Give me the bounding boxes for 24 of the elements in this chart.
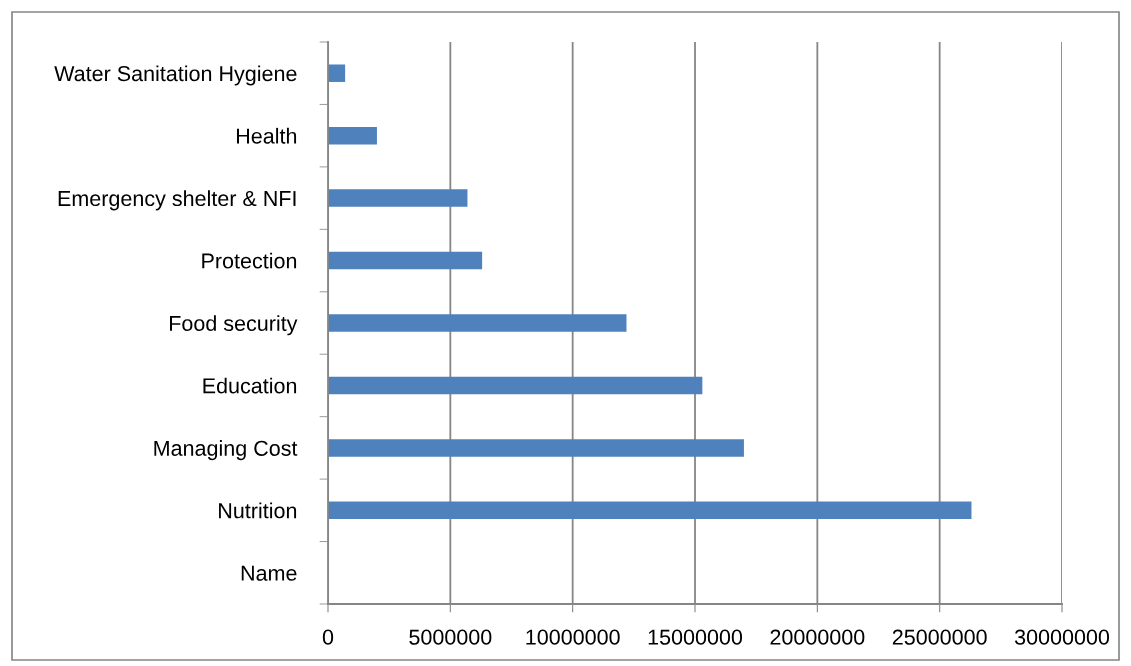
- bar: [328, 439, 744, 457]
- y-tick-label: Protection: [202, 252, 297, 269]
- x-tick-label: 25000000: [892, 629, 987, 645]
- bar: [328, 64, 346, 82]
- x-tick-label: 30000000: [1014, 629, 1110, 645]
- y-tick-label: Health: [236, 127, 297, 144]
- x-tick-label: 15000000: [648, 629, 743, 645]
- x-tick-label: 20000000: [770, 629, 865, 645]
- y-tick-label: Education: [203, 377, 297, 394]
- bar: [328, 189, 468, 207]
- x-tick-label: 10000000: [526, 629, 620, 645]
- bar: [328, 251, 483, 270]
- y-tick-label: Emergency shelter & NFI: [58, 190, 296, 211]
- bar: [328, 376, 703, 395]
- x-tick-label: 0: [322, 629, 334, 645]
- x-tick-label: 5000000: [409, 629, 492, 645]
- y-tick-label: Food security: [170, 315, 298, 336]
- bar: [328, 314, 627, 332]
- bar: [328, 501, 972, 520]
- y-tick-label: Managing Cost: [154, 440, 298, 461]
- y-tick-label: Nutrition: [219, 502, 297, 519]
- bar: [328, 126, 377, 145]
- y-tick-label: Name: [241, 565, 297, 581]
- y-tick-label: Water Sanitation Hygiene: [54, 65, 297, 86]
